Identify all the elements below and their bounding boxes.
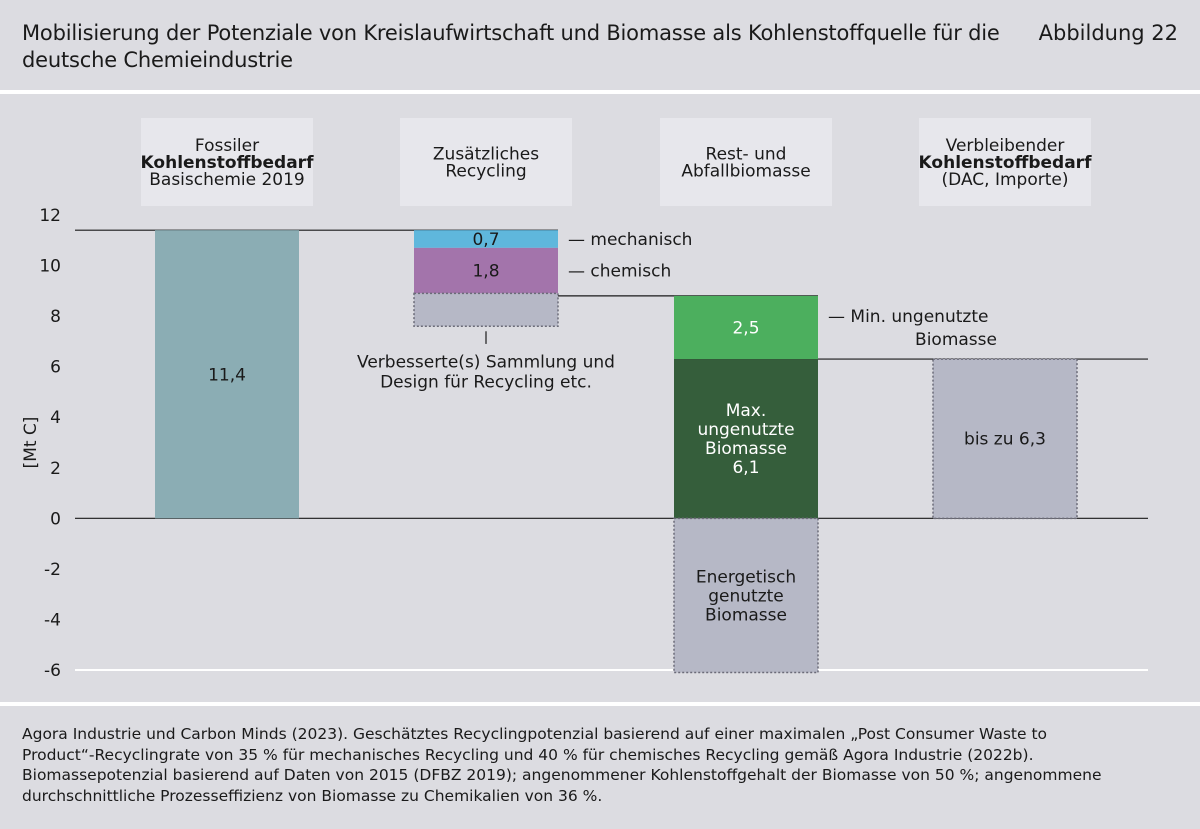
source-line-4: durchschnittliche Prozesseffizienz von B… (22, 786, 603, 805)
top-divider (0, 90, 1200, 94)
source-line-2: Product“-Recyclingrate von 35 % für mech… (22, 745, 1034, 764)
bar-segment-label-7-line-3: Biomasse (705, 605, 787, 625)
recycling-note-line-1: Verbesserte(s) Sammlung und (357, 353, 615, 373)
bar-segment-3 (414, 247, 558, 294)
y-tick-label: -4 (44, 610, 61, 630)
bar-segment-label-6-line-3: Biomasse (705, 439, 787, 459)
bottom-divider (0, 702, 1200, 706)
y-tick-label: 10 (39, 257, 61, 277)
category-label-3-line-1: Rest- und (706, 145, 787, 165)
source-note: Agora Industrie und Carbon Minds (2023).… (22, 724, 1182, 806)
category-label-3-line-2: Abfallbiomasse (681, 162, 810, 182)
y-tick-label: 8 (50, 307, 61, 327)
segment-annotation-3: — chemisch (568, 262, 671, 282)
category-header-3 (660, 118, 832, 206)
bar-segment-label-1-line-1: 11,4 (208, 365, 246, 385)
category-label-4-line-2: Kohlenstoffbedarf (919, 153, 1093, 173)
category-label-1-line-3: Basischemie 2019 (149, 170, 305, 190)
bar-segment-label-6-line-1: Max. (726, 401, 767, 421)
bar-segment-8 (932, 358, 1078, 520)
y-tick-label: 6 (50, 358, 61, 378)
y-tick-label: -6 (44, 661, 61, 681)
category-label-1-line-2: Kohlenstoffbedarf (141, 153, 315, 173)
y-tick-label: 0 (50, 509, 61, 529)
y-tick-label: 2 (50, 459, 61, 479)
bar-segment-7 (673, 517, 819, 674)
bar-segment-label-6-line-4: 6,1 (732, 458, 759, 478)
bar-segment-5 (674, 295, 818, 360)
y-tick-label: 12 (39, 206, 61, 226)
category-header-4 (919, 118, 1091, 206)
category-label-2-line-1: Zusätzliches (433, 145, 539, 165)
figure-label: Abbildung 22 (1038, 21, 1178, 45)
bar-segment-label-6-line-2: ungenutzte (697, 420, 794, 440)
bar-segment-label-5-line-1: 2,5 (732, 318, 759, 338)
y-axis-label: [Mt C] (21, 417, 41, 469)
bar-segment-1 (155, 230, 299, 519)
chart-area: Fossiler Kohlenstoffbedarf Basischemie 201… (0, 95, 1200, 702)
recycling-note-line-2: Design für Recycling etc. (380, 373, 592, 393)
category-label-1-line-1: Fossiler (195, 136, 259, 156)
bar-segment-4 (413, 292, 559, 327)
bar-segment-label-8-line-1: bis zu 6,3 (964, 430, 1046, 450)
bar-segment-6 (674, 359, 818, 519)
bar-segment-2 (414, 230, 558, 248)
category-header-2 (400, 118, 572, 206)
bar-segment-label-7-line-2: genutzte (708, 586, 784, 606)
category-header-1 (141, 118, 313, 206)
segment-annotation-2: — mechanisch (568, 230, 692, 250)
source-line-3: Biomassepotenzial basierend auf Daten vo… (22, 766, 1102, 784)
category-label-4-line-3: (DAC, Importe) (942, 170, 1069, 190)
y-tick-label: -2 (44, 560, 61, 580)
chart-title: Mobilisierung der Potenziale von Kreisla… (22, 21, 1000, 72)
bar-segment-label-3-line-1: 1,8 (472, 262, 499, 282)
y-tick-label: 4 (50, 408, 61, 428)
category-label-2-line-2: Recycling (445, 162, 526, 182)
bar-segment-label-7-line-1: Energetisch (696, 567, 796, 587)
source-line-1: Agora Industrie und Carbon Minds (2023).… (22, 725, 1048, 743)
biomass-note-line-1: — Min. ungenutzte (828, 307, 988, 327)
category-label-4-line-1: Verbleibender (946, 136, 1065, 156)
bar-segment-label-2-line-1: 0,7 (472, 230, 499, 250)
biomass-note-line-2: Biomasse (915, 330, 997, 350)
